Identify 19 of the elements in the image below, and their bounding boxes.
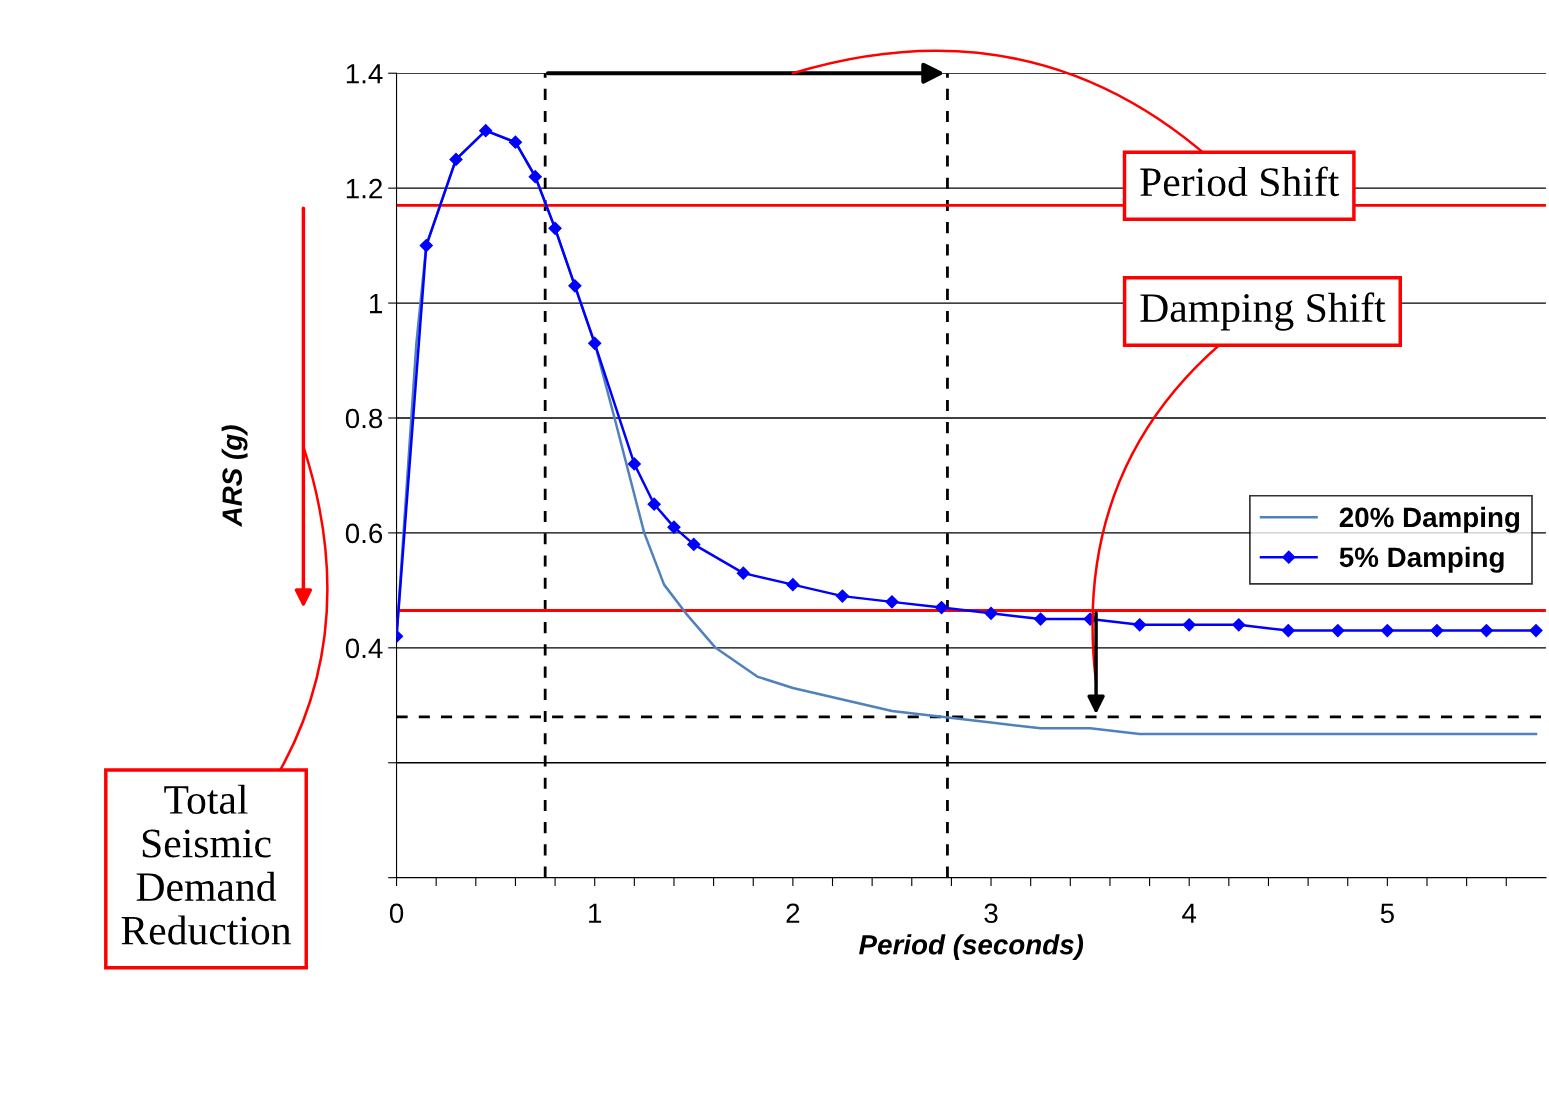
- y-tick-label: 1.2: [346, 178, 382, 199]
- y-tick-label: 1.4: [346, 64, 383, 84]
- x-tick-label: 4: [1182, 903, 1197, 923]
- x-tick-label: 2: [786, 903, 800, 923]
- y-tick-label: 0.4: [345, 638, 383, 659]
- y-tick-label: 1: [370, 294, 382, 314]
- x-tick-label: 0: [389, 903, 404, 924]
- y-tick-label: 0.6: [345, 523, 383, 544]
- annotation: Period Shift: [1140, 166, 1340, 197]
- x-tick-label: 5: [1380, 903, 1394, 924]
- legend-label: 20% Damping: [1339, 506, 1520, 533]
- legend-label: 5% Damping: [1339, 546, 1504, 573]
- x-tick-label: 1: [589, 903, 602, 923]
- x-tick-label: 3: [984, 903, 998, 924]
- y-axis-title: ARS (g): [221, 425, 248, 527]
- text: Total Seismic Demand Reduction: [121, 784, 292, 945]
- y-tick-label: 0.8: [345, 408, 383, 429]
- x-axis-title: Period (seconds): [859, 934, 1084, 961]
- annotation: Damping Shift: [1140, 292, 1386, 331]
